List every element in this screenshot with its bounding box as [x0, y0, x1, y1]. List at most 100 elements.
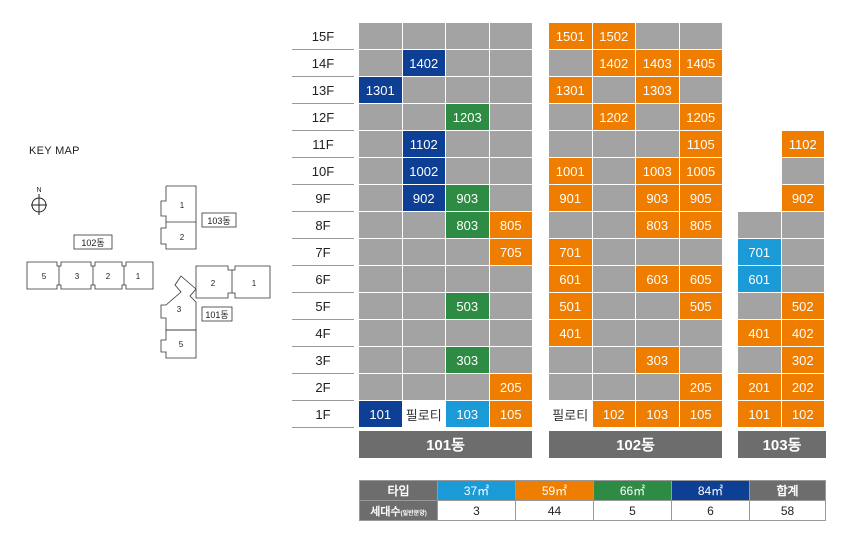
- empty-unit-cell: [489, 131, 533, 158]
- empty-unit-cell: [679, 320, 723, 347]
- svg-text:2: 2: [106, 272, 111, 281]
- empty-unit-cell: [402, 212, 446, 239]
- empty-unit-cell: [636, 23, 680, 50]
- empty-unit-cell: [446, 158, 490, 185]
- empty-unit-cell: [359, 50, 403, 77]
- unit-cell: 1303: [636, 77, 680, 104]
- empty-unit-cell: [359, 23, 403, 50]
- keymap-building-101: [160, 265, 271, 359]
- empty-unit-cell: [359, 212, 403, 239]
- floor-label: 3F: [315, 353, 331, 368]
- building-103-label: 103동: [738, 431, 826, 458]
- unit-cell: 902: [781, 185, 825, 212]
- empty-unit-cell: [781, 158, 825, 185]
- unit-cell: 303: [446, 347, 490, 374]
- floor-label: 6F: [315, 272, 331, 287]
- unit-cell: 705: [489, 239, 533, 266]
- empty-unit-cell: [549, 347, 593, 374]
- empty-unit-cell: [549, 212, 593, 239]
- empty-unit-cell: [446, 50, 490, 77]
- keymap-diagram: N 102동 5 3 2 1 1 2 103동: [26, 185, 271, 359]
- svg-text:3: 3: [75, 272, 80, 281]
- svg-text:1: 1: [180, 201, 185, 210]
- unit-cell: 902: [402, 185, 446, 212]
- empty-unit-cell: [446, 77, 490, 104]
- floor-label: 15F: [311, 29, 335, 44]
- unit-cell: 103: [446, 401, 490, 428]
- unit-cell: 1301: [549, 77, 593, 104]
- legend-type-59: 59㎡: [515, 480, 594, 501]
- legend-count-row: 세대수(일반분양) 3 44 5 6 58: [359, 500, 826, 521]
- empty-unit-cell: [549, 131, 593, 158]
- floor-divider: [292, 265, 354, 266]
- unit-cell: 1205: [679, 104, 723, 131]
- svg-text:5: 5: [42, 272, 47, 281]
- empty-unit-cell: [679, 347, 723, 374]
- unit-cell: 601: [549, 266, 593, 293]
- empty-unit-cell: [592, 239, 636, 266]
- legend-count-84: 6: [671, 500, 750, 521]
- legend-type-header: 타입: [359, 480, 438, 501]
- floor-divider: [292, 76, 354, 77]
- empty-unit-cell: [402, 347, 446, 374]
- unit-cell: 1402: [592, 50, 636, 77]
- empty-unit-cell: [489, 266, 533, 293]
- keymap-title: KEY MAP: [29, 145, 80, 157]
- empty-unit-cell: [402, 239, 446, 266]
- empty-unit-cell: [636, 293, 680, 320]
- pilotis-cell: 필로티: [549, 401, 593, 428]
- floor-label: 5F: [315, 299, 331, 314]
- unit-cell: 1001: [549, 158, 593, 185]
- empty-unit-cell: [402, 293, 446, 320]
- floor-label: 4F: [315, 326, 331, 341]
- unit-cell: 501: [549, 293, 593, 320]
- unit-cell: 1301: [359, 77, 403, 104]
- unit-cell: 905: [679, 185, 723, 212]
- empty-unit-cell: [446, 23, 490, 50]
- legend-type-37: 37㎡: [437, 480, 516, 501]
- empty-unit-cell: [636, 104, 680, 131]
- empty-unit-cell: [781, 266, 825, 293]
- svg-text:2: 2: [211, 279, 216, 288]
- empty-unit-cell: [592, 185, 636, 212]
- floor-divider: [292, 427, 354, 428]
- unit-cell: 503: [446, 293, 490, 320]
- unit-cell: 1002: [402, 158, 446, 185]
- unit-cell: 205: [679, 374, 723, 401]
- legend-header-row: 타입 37㎡ 59㎡ 66㎡ 84㎡ 합계: [359, 480, 826, 501]
- unit-cell: 803: [636, 212, 680, 239]
- floor-divider: [292, 319, 354, 320]
- empty-unit-cell: [781, 212, 825, 239]
- building-102-label: 102동: [549, 431, 722, 458]
- floor-label: 1F: [315, 407, 331, 422]
- legend-type-66: 66㎡: [593, 480, 672, 501]
- empty-unit-cell: [359, 185, 403, 212]
- empty-unit-cell: [549, 104, 593, 131]
- keymap-label-101: 101동: [205, 310, 228, 320]
- unit-cell: 1003: [636, 158, 680, 185]
- keymap: N 102동 5 3 2 1 1 2 103동: [0, 0, 285, 539]
- unit-cell: 103: [636, 401, 680, 428]
- unit-cell: 1405: [679, 50, 723, 77]
- unit-cell: 505: [679, 293, 723, 320]
- empty-unit-cell: [359, 347, 403, 374]
- empty-unit-cell: [592, 320, 636, 347]
- svg-text:1: 1: [136, 272, 141, 281]
- svg-text:2: 2: [180, 233, 185, 242]
- unit-cell: 1502: [592, 23, 636, 50]
- floor-divider: [292, 238, 354, 239]
- floor-divider: [292, 184, 354, 185]
- empty-unit-cell: [359, 239, 403, 266]
- empty-unit-cell: [359, 104, 403, 131]
- empty-unit-cell: [489, 158, 533, 185]
- pilotis-cell: 필로티: [402, 401, 446, 428]
- empty-unit-cell: [359, 131, 403, 158]
- empty-unit-cell: [781, 239, 825, 266]
- empty-unit-cell: [359, 374, 403, 401]
- unit-cell: 1102: [781, 131, 825, 158]
- empty-unit-cell: [359, 158, 403, 185]
- unit-cell: 303: [636, 347, 680, 374]
- legend-count-37: 3: [437, 500, 516, 521]
- unit-cell: 401: [738, 320, 782, 347]
- unit-cell: 1403: [636, 50, 680, 77]
